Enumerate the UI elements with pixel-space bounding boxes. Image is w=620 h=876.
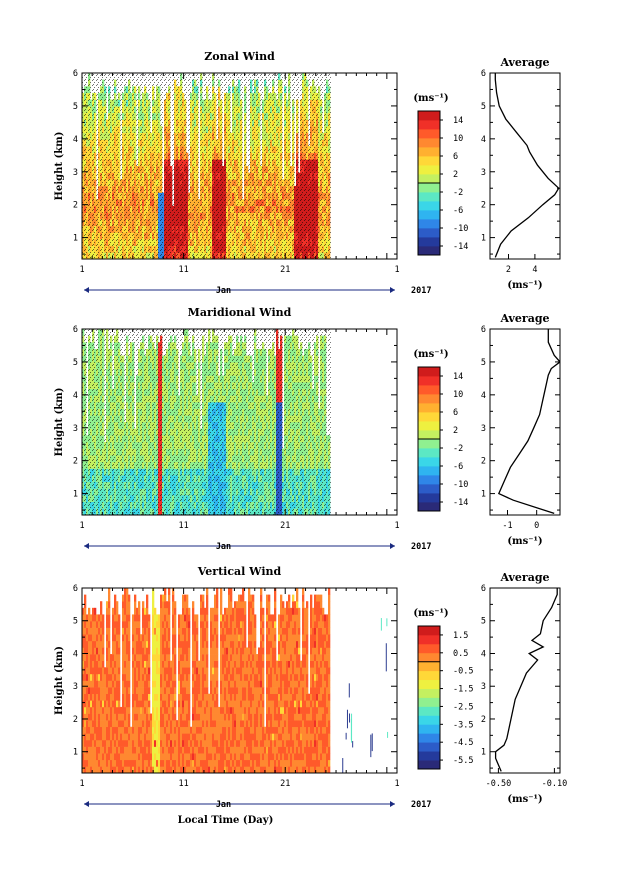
profile-frame (489, 72, 561, 260)
colorbar-segment (418, 156, 440, 166)
x-tick-label: 21 (280, 265, 290, 275)
profile-title: Average (499, 56, 549, 69)
y-tick-label: 6 (73, 69, 78, 79)
y-tick-label: 3 (73, 168, 78, 178)
colorbar-segment (418, 111, 440, 121)
colorbar-segment (418, 138, 440, 148)
colorbar-segment (418, 210, 440, 220)
profile-y-tick-label: 6 (481, 69, 486, 79)
profile-y-tick-label: 5 (481, 102, 486, 112)
y-tick-label: 2 (73, 201, 78, 211)
year-label: 2017 (411, 286, 431, 296)
colorbar-segment (418, 120, 440, 130)
heatmap (82, 73, 331, 259)
colorbar-segment (418, 147, 440, 157)
profile-line (494, 73, 560, 258)
colorbar-tick-label: -10 (453, 224, 468, 234)
month-bar-arrow-right (390, 287, 395, 293)
x-tick-label: 1 (394, 265, 399, 275)
colorbar-tick-label: -14 (453, 242, 468, 252)
colorbar-segment (418, 237, 440, 247)
y-tick-label: 4 (73, 135, 78, 145)
plot-frame (81, 72, 398, 260)
profile-y-tick-label: 3 (481, 168, 486, 178)
colorbar-segment (418, 165, 440, 175)
colorbar-tick-label: -2 (453, 188, 463, 198)
colorbar-segment (418, 219, 440, 229)
colorbar-segment (418, 246, 440, 256)
y-axis-label: Height (km) (54, 132, 65, 201)
colorbar-tick-label: 6 (453, 152, 458, 162)
profile-x-tick-label: 4 (532, 265, 537, 275)
colorbar-tick-label: 2 (453, 170, 458, 180)
month-label: Jan (216, 286, 231, 296)
colorbar-segment (418, 129, 440, 139)
profile-y-tick-label: 1 (481, 234, 486, 244)
heatmap (82, 329, 331, 515)
colorbar-segment (418, 174, 440, 184)
colorbar-tick-label: 14 (453, 116, 463, 126)
y-tick-label: 5 (73, 102, 78, 112)
colorbar-segment (418, 183, 440, 193)
month-bar-arrow-left (84, 287, 89, 293)
profile-x-label: (ms⁻¹) (507, 280, 542, 291)
colorbar-segment (418, 228, 440, 238)
x-tick-label: 1 (79, 265, 84, 275)
profile-y-tick-label: 2 (481, 201, 486, 211)
colorbar-segment (418, 201, 440, 211)
colorbar-tick-label: -6 (453, 206, 463, 216)
panel-title: Zonal Wind (204, 50, 275, 63)
contour-texture (82, 73, 331, 259)
profile-x-tick-label: 2 (506, 265, 511, 275)
colorbar-segment (418, 192, 440, 202)
y-tick-label: 1 (73, 234, 78, 244)
panel-title: Maridional Wind (188, 306, 292, 319)
colorbar-tick-label: 10 (453, 134, 463, 144)
profile-y-tick-label: 4 (481, 135, 486, 145)
x-tick-label: 11 (178, 265, 188, 275)
colorbar-unit: (ms⁻¹) (413, 93, 448, 104)
